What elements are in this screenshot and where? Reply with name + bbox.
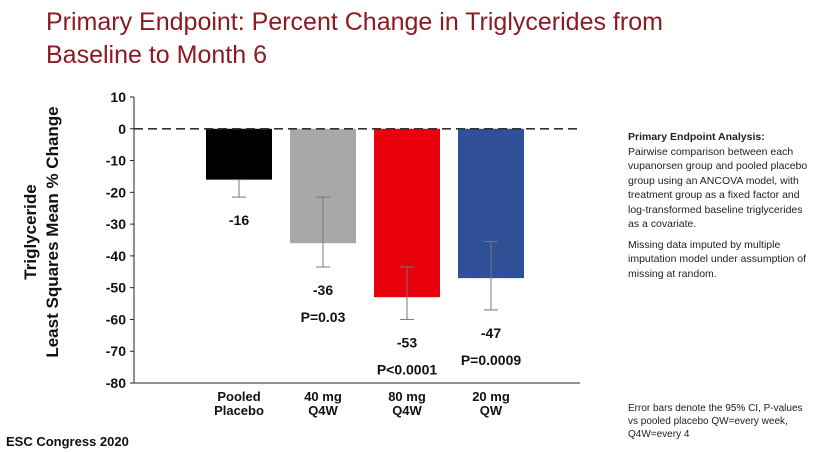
data-label: -16 — [229, 212, 249, 228]
y-tick-label: -10 — [106, 153, 126, 169]
y-tick-label: -50 — [106, 280, 126, 296]
data-label: -47 — [481, 325, 501, 341]
data-label: -53 — [397, 334, 417, 350]
y-tick-label: -70 — [106, 343, 126, 359]
y-tick-label: -80 — [106, 375, 126, 391]
x-tick-label: QW — [480, 403, 503, 418]
data-label: -36 — [313, 282, 333, 298]
analysis-paragraph-2: Missing data imputed by multiple imputat… — [628, 238, 807, 280]
p-value-label: P=0.0009 — [461, 352, 522, 368]
p-value-label: P=0.03 — [301, 309, 346, 325]
bar — [206, 128, 272, 180]
congress-label: ESC Congress 2020 — [6, 434, 129, 449]
analysis-paragraph-1: Pairwise comparison between each vupanor… — [628, 145, 808, 231]
y-tick-label: -60 — [106, 311, 126, 327]
p-value-label: P<0.0001 — [377, 361, 438, 377]
x-tick-label: 40 mg — [304, 389, 342, 404]
x-tick-label: Pooled — [217, 389, 260, 404]
x-tick-label: 80 mg — [388, 389, 426, 404]
chart-title: Primary Endpoint: Percent Change in Trig… — [46, 8, 663, 69]
y-tick-label: -30 — [106, 216, 126, 232]
x-tick-label: Q4W — [308, 403, 338, 418]
analysis-note: Primary Endpoint Analysis: Pairwise comp… — [628, 130, 810, 287]
x-tick-label: Placebo — [214, 403, 264, 418]
y-tick-label: -20 — [106, 184, 126, 200]
y-tick-label: -40 — [106, 248, 126, 264]
footnote: Error bars denote the 95% CI, P-values v… — [628, 403, 803, 440]
x-tick-label: 20 mg — [472, 389, 510, 404]
analysis-heading: Primary Endpoint Analysis: — [628, 131, 765, 143]
x-tick-label: Q4W — [392, 403, 422, 418]
y-tick-label: 10 — [110, 89, 126, 105]
y-tick-label: 0 — [118, 121, 126, 137]
